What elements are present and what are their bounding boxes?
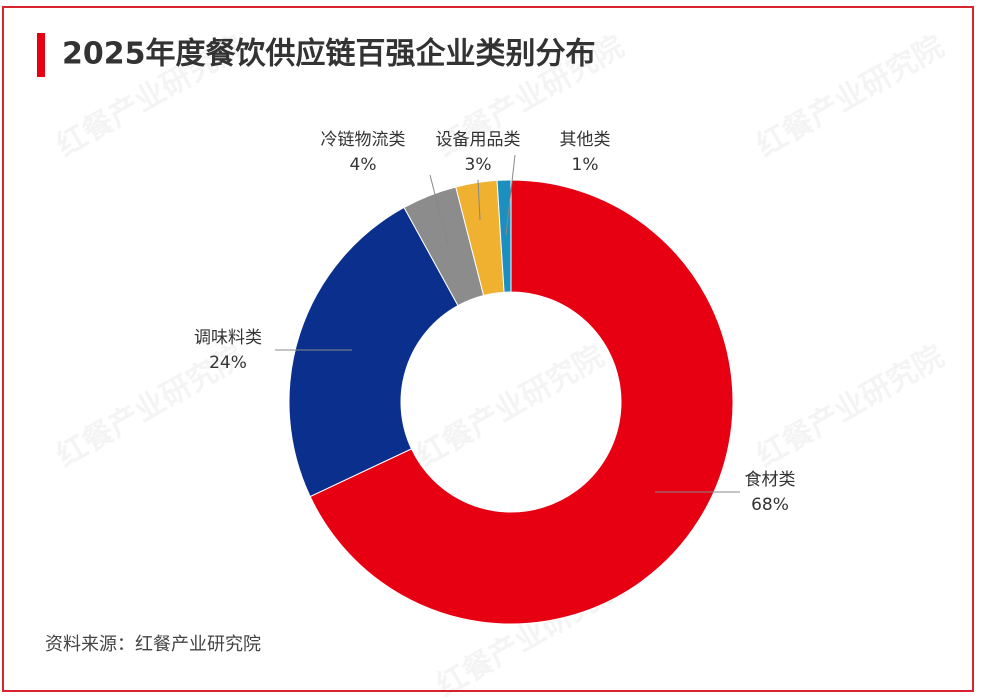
category-label: 冷链物流类 — [321, 130, 406, 150]
leader-line — [429, 174, 449, 246]
watermark: 红餐产业研究院 — [751, 29, 950, 164]
value-label: 1% — [572, 155, 599, 175]
category-label: 食材类 — [745, 470, 796, 490]
source: 资料来源：红餐产业研究院 — [45, 634, 261, 655]
chart-title: 2025年度餐饮供应链百强企业类别分布 — [62, 37, 596, 72]
value-label: 68% — [751, 495, 789, 515]
watermark: 红餐产业研究院 — [411, 339, 610, 474]
frame — [2, 6, 974, 692]
leader-line — [477, 179, 481, 221]
slice — [496, 179, 512, 293]
slice — [288, 206, 459, 498]
value-label: 24% — [209, 353, 247, 373]
title-bar — [37, 33, 45, 77]
category-label: 调味料类 — [194, 328, 262, 348]
value-label: 4% — [350, 155, 377, 175]
value-label: 3% — [465, 155, 492, 175]
watermark: 红餐产业研究院 — [751, 339, 950, 474]
category-label: 设备用品类 — [436, 130, 521, 150]
leader-line — [505, 154, 516, 236]
category-label: 其他类 — [560, 130, 611, 150]
slice — [309, 179, 734, 625]
